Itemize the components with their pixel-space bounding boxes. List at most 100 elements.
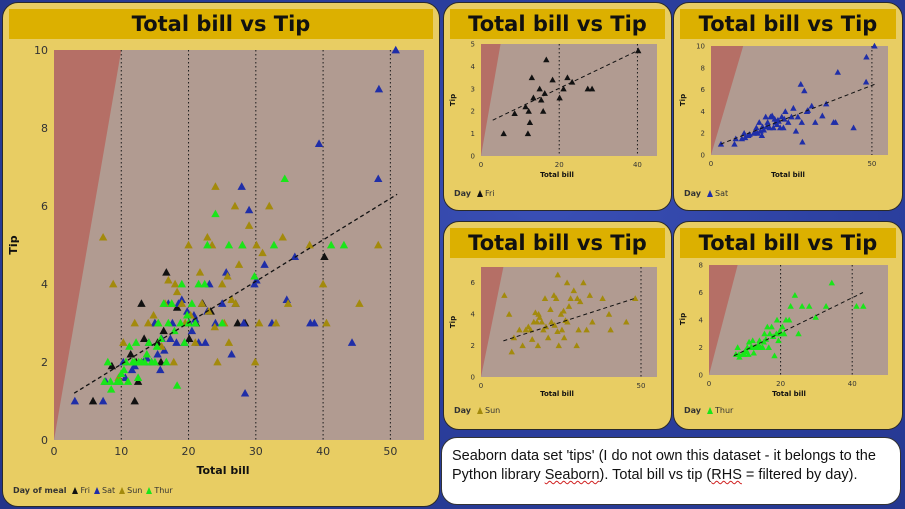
y-tick-label: 8 [41, 122, 48, 135]
data-point-sat [770, 124, 777, 131]
data-point-sun [551, 321, 558, 328]
description-line-1: Seaborn data set 'tips' (I do not own th… [452, 448, 876, 464]
x-tick-label: 50 [637, 382, 646, 390]
trend-line [492, 50, 638, 121]
description-part: = filtered by day). [741, 467, 858, 483]
thur-chart-panel: Total bill vs Tip 0 20 40 0 2 4 6 8 Total bill Ti… [673, 221, 903, 430]
data-point-thur [771, 352, 778, 359]
trend-line [733, 292, 864, 357]
data-point-thur [172, 381, 182, 389]
data-point-thur [780, 330, 788, 337]
data-point-sun [355, 299, 364, 307]
y-tick-label: 1 [471, 130, 475, 138]
data-point-sun [119, 338, 128, 346]
data-point-sun [374, 240, 383, 249]
data-point-thur [159, 299, 168, 307]
legend-item-thur[interactable]: Thur [146, 486, 173, 495]
data-point-sat [740, 130, 748, 136]
data-point-sun [574, 295, 581, 301]
data-point-sun [570, 287, 577, 294]
data-point-sun [575, 326, 582, 333]
data-point-sat [211, 318, 220, 327]
data-point-sun [318, 279, 328, 288]
data-point-sun [532, 309, 539, 316]
data-point-thur [150, 357, 160, 366]
data-point-sat [808, 102, 815, 109]
data-point-sat [244, 205, 254, 214]
y-tick-label: 10 [696, 42, 705, 50]
x-tick-label: 0 [707, 380, 711, 388]
y-tick-label: 0 [471, 373, 475, 381]
data-point-sat [731, 140, 738, 147]
data-point-sun [271, 318, 281, 327]
data-point-thur [745, 351, 752, 357]
x-tick-label: 40 [633, 161, 642, 169]
data-point-fri [556, 94, 563, 101]
legend-item-sat[interactable]: Sat [707, 189, 728, 198]
data-point-sun [540, 326, 547, 333]
data-point-sun [580, 279, 587, 286]
data-point-sat [812, 119, 819, 125]
data-point-fri [588, 85, 596, 92]
data-point-thur [853, 303, 860, 309]
data-point-sat [374, 174, 383, 183]
data-point-fri [133, 377, 143, 385]
legend-item-sun[interactable]: Sun [119, 486, 142, 495]
x-tick-label: 0 [479, 382, 483, 390]
x-tick-label: 10 [114, 445, 128, 458]
data-point-thur [761, 330, 768, 337]
data-point-fri [539, 108, 547, 114]
legend-title: Day [454, 406, 472, 415]
legend-item-thur[interactable]: Thur [707, 406, 733, 415]
y-tick-label: 6 [471, 279, 476, 287]
data-point-sun [538, 318, 545, 325]
y-tick-label: 2 [701, 130, 705, 138]
description-part: RHS [711, 467, 742, 483]
y-tick-label: 0 [701, 151, 705, 159]
data-point-thur [125, 342, 134, 350]
data-point-thur [795, 330, 802, 337]
data-point-thur [828, 279, 835, 286]
data-point-sun [563, 279, 571, 286]
data-point-sun [191, 338, 200, 346]
data-point-thur [194, 279, 203, 288]
description-part: ). Total bill vs tip ( [599, 467, 712, 483]
data-point-sun [533, 318, 541, 325]
data-point-thur [768, 323, 775, 330]
data-point-thur [759, 344, 766, 351]
data-point-sat [792, 127, 800, 134]
data-point-sat [290, 252, 300, 261]
data-point-sat [166, 334, 175, 342]
data-point-thur [860, 303, 867, 309]
data-point-thur [791, 292, 799, 298]
legend-item-fri[interactable]: Fri [477, 189, 495, 198]
data-point-fri [137, 299, 146, 307]
y-tick-label: 2 [699, 344, 703, 352]
y-tick-label: 0 [471, 152, 475, 160]
data-point-sat [762, 113, 769, 120]
data-point-sun [545, 334, 552, 341]
data-point-thur [164, 318, 173, 327]
data-point-sat [788, 113, 795, 120]
data-point-thur [749, 337, 756, 344]
y-tick-label: 8 [701, 64, 705, 72]
data-point-sat [801, 87, 808, 94]
legend-item-sat[interactable]: Sat [94, 486, 115, 495]
data-point-sat [130, 361, 139, 370]
data-point-thur [115, 377, 125, 385]
data-point-sat [775, 118, 782, 124]
data-point-sun [558, 326, 566, 333]
data-point-thur [775, 337, 782, 344]
data-point-sat [799, 138, 806, 145]
data-point-sun [505, 310, 513, 317]
data-point-thur [211, 209, 220, 218]
data-point-sat [768, 112, 776, 119]
data-point-sat [797, 80, 804, 87]
data-point-sun [561, 334, 568, 341]
data-point-sat [785, 119, 792, 125]
data-point-thur [238, 240, 247, 249]
data-point-sun [234, 260, 244, 268]
legend-item-sun[interactable]: Sun [477, 406, 500, 415]
legend-item-fri[interactable]: Fri [72, 486, 90, 495]
x-axis-label: Total bill [540, 171, 574, 179]
